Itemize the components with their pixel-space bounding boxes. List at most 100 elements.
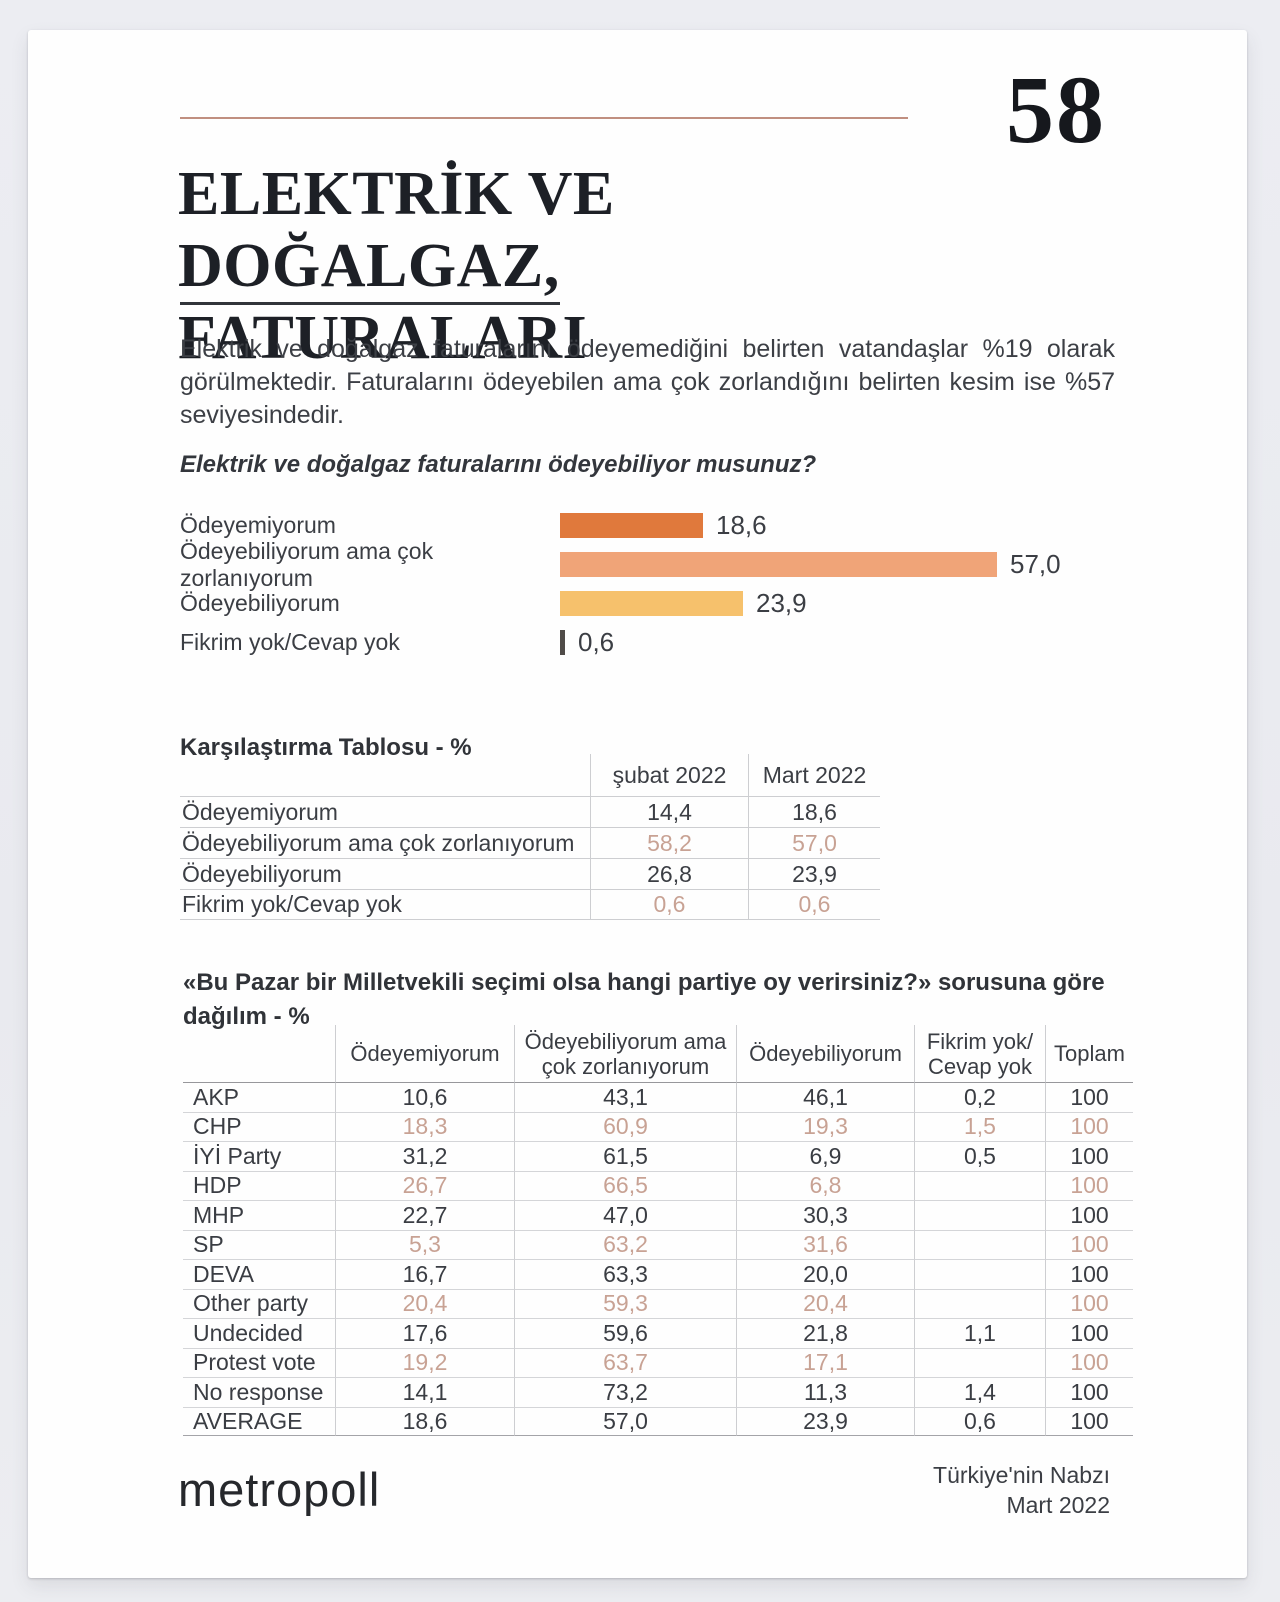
- party-cell: 59,6: [514, 1318, 736, 1348]
- party-table-heading: «Bu Pazar bir Milletvekili seçimi olsa h…: [183, 969, 1105, 1030]
- chart-bar-row: Ödeyemiyorum 18,6: [180, 506, 1140, 545]
- party-cell: 100: [1045, 1318, 1133, 1348]
- chart-bar-track: 57,0: [560, 549, 1140, 580]
- chart-value-label: 0,6: [578, 627, 615, 657]
- party-column-header: Toplam: [1045, 1025, 1133, 1082]
- party-cell: 100: [1045, 1377, 1133, 1407]
- comparison-cell: 0,6: [748, 889, 880, 920]
- party-cell: [914, 1288, 1045, 1318]
- party-cell: 0,6: [914, 1406, 1045, 1436]
- comparison-cell: 18,6: [748, 796, 880, 827]
- party-row-label: No response: [183, 1377, 335, 1407]
- party-cell: 1,4: [914, 1377, 1045, 1407]
- party-cell: 5,3: [335, 1229, 514, 1259]
- party-cell: 0,5: [914, 1141, 1045, 1171]
- chart-category-label: Ödeyebiliyorum: [180, 590, 340, 616]
- comparison-cell: 0,6: [590, 889, 748, 920]
- chart-bar-track: 18,6: [560, 510, 1140, 541]
- footer-publication-name: Türkiye'nin Nabzı: [933, 1462, 1110, 1488]
- party-cell: 100: [1045, 1141, 1133, 1171]
- comparison-table: şubat 2022 Mart 2022 Ödeyemiyorum 14,4 18,6 Ö…: [180, 754, 880, 920]
- party-cell: 57,0: [514, 1406, 736, 1436]
- party-cell: 1,5: [914, 1111, 1045, 1141]
- party-cell: 31,6: [736, 1229, 914, 1259]
- chart-bar-row: Ödeyebiliyorum 23,9: [180, 584, 1140, 623]
- party-cell: 100: [1045, 1200, 1133, 1230]
- party-cell: 100: [1045, 1111, 1133, 1141]
- party-cell: 1,1: [914, 1318, 1045, 1348]
- party-cell: 100: [1045, 1347, 1133, 1377]
- party-cell: 11,3: [736, 1377, 914, 1407]
- party-cell: 60,9: [514, 1111, 736, 1141]
- party-cell: 63,2: [514, 1229, 736, 1259]
- party-cell: 20,4: [736, 1288, 914, 1318]
- party-column-header: [183, 1025, 335, 1082]
- chart-bar-row: Ödeyebiliyorum ama çok zorlanıyorum 57,0: [180, 538, 1140, 591]
- document-page: 58 ELEKTRİK VE DOĞALGAZ, FATURALARI Elek…: [28, 30, 1247, 1578]
- party-column-header: Ödeyebiliyorum: [736, 1025, 914, 1082]
- page-title: ELEKTRİK VE DOĞALGAZ, FATURALARI: [178, 158, 998, 374]
- party-cell: 14,1: [335, 1377, 514, 1407]
- party-cell: 20,0: [736, 1259, 914, 1289]
- party-cell: 46,1: [736, 1082, 914, 1112]
- chart-bar: [560, 591, 743, 616]
- party-cell: 17,6: [335, 1318, 514, 1348]
- page-title-line1: ELEKTRİK VE DOĞALGAZ,: [178, 160, 615, 300]
- chart-category-label: Ödeyemiyorum: [180, 512, 336, 538]
- party-cell: 63,7: [514, 1347, 736, 1377]
- chart-bar-track: 0,6: [560, 627, 1140, 658]
- chart-bar-track: 23,9: [560, 588, 1140, 619]
- party-row-label: MHP: [183, 1200, 335, 1230]
- comparison-row-label: Fikrim yok/Cevap yok: [180, 889, 590, 920]
- top-accent-divider: [180, 117, 908, 119]
- comparison-row-label: Ödeyemiyorum: [180, 796, 590, 827]
- chart-bar-row: Fikrim yok/Cevap yok 0,6: [180, 623, 1140, 662]
- comparison-column-header: şubat 2022: [590, 754, 748, 796]
- party-cell: 66,5: [514, 1170, 736, 1200]
- chart-value-label: 57,0: [1010, 549, 1061, 579]
- comparison-cell: 26,8: [590, 858, 748, 889]
- party-cell: 47,0: [514, 1200, 736, 1230]
- page-title-line2: FATURALARI: [178, 304, 588, 372]
- party-cell: 17,1: [736, 1347, 914, 1377]
- party-row-label: CHP: [183, 1111, 335, 1142]
- party-table: Ödeyemiyorum Ödeyebiliyorum ama çok zorla…: [183, 1025, 1133, 1436]
- party-cell: 19,3: [736, 1111, 914, 1141]
- party-row-label: Undecided: [183, 1318, 335, 1348]
- party-cell: 18,3: [335, 1111, 514, 1141]
- intro-paragraph: Elektrik ve doğalgaz faturalarını ödeyem…: [180, 335, 1115, 429]
- chart-category-label: Ödeyebiliyorum ama çok zorlanıyorum: [180, 537, 434, 591]
- party-cell: 100: [1045, 1259, 1133, 1289]
- party-cell: 100: [1045, 1288, 1133, 1318]
- comparison-cell: 14,4: [590, 796, 748, 827]
- party-cell: 6,8: [736, 1170, 914, 1200]
- comparison-cell: 23,9: [748, 858, 880, 889]
- party-cell: 73,2: [514, 1377, 736, 1407]
- party-column-header: Ödeyebiliyorum ama çok zorlanıyorum: [514, 1025, 736, 1082]
- party-cell: 61,5: [514, 1141, 736, 1171]
- party-column-header: Fikrim yok/ Cevap yok: [914, 1025, 1045, 1082]
- party-cell: 100: [1045, 1406, 1133, 1436]
- chart-value-label: 23,9: [756, 588, 807, 618]
- party-cell: 43,1: [514, 1082, 736, 1112]
- party-cell: 100: [1045, 1170, 1133, 1200]
- title-underline-rule: [180, 302, 560, 305]
- party-cell: 100: [1045, 1229, 1133, 1259]
- chart-bar: [560, 513, 703, 538]
- party-row-label: HDP: [183, 1170, 335, 1201]
- party-row-label: DEVA: [183, 1259, 335, 1289]
- chart-bar: [560, 552, 997, 577]
- survey-question: Elektrik ve doğalgaz faturalarını ödeyeb…: [180, 451, 817, 478]
- party-cell: 0,2: [914, 1082, 1045, 1112]
- chart-value-label: 18,6: [716, 510, 767, 540]
- party-cell: 59,3: [514, 1288, 736, 1318]
- footer-publication-date: Mart 2022: [1006, 1492, 1110, 1518]
- party-row-label: SP: [183, 1229, 335, 1260]
- comparison-cell: 57,0: [748, 827, 880, 858]
- party-cell: [914, 1229, 1045, 1259]
- metropoll-logo: metropoll: [178, 1463, 381, 1516]
- comparison-row-label: Ödeyebiliyorum ama çok zorlanıyorum: [180, 827, 590, 858]
- bar-chart: Ödeyemiyorum 18,6 Ödeyebiliyorum ama çok z…: [180, 506, 1140, 662]
- party-cell: 21,8: [736, 1318, 914, 1348]
- party-cell: 100: [1045, 1082, 1133, 1112]
